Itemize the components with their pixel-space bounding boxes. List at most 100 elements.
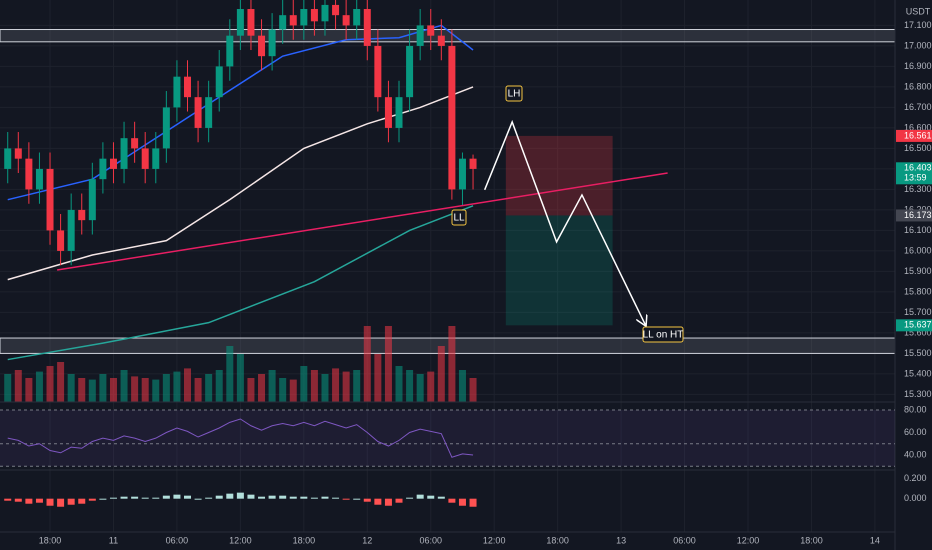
- volume-bar: [88, 379, 96, 402]
- candle-body: [247, 9, 255, 36]
- macd-tick-label: 0.200: [904, 473, 927, 483]
- volume-bar: [25, 378, 33, 402]
- volume-bar: [162, 374, 170, 402]
- volume-bar: [310, 370, 318, 402]
- macd-bar: [4, 498, 12, 501]
- candle-body: [384, 97, 392, 128]
- volume-bar: [437, 346, 445, 402]
- macd-bar: [342, 498, 350, 500]
- candle-body: [152, 148, 160, 169]
- macd-bar: [120, 496, 128, 499]
- candle-body: [353, 9, 361, 26]
- macd-bar: [247, 494, 255, 499]
- macd-bar: [226, 493, 234, 499]
- y-tick-label: 16.700: [904, 102, 932, 112]
- volume-bar: [384, 326, 392, 402]
- macd-bar: [363, 498, 371, 502]
- macd-bar: [353, 498, 361, 500]
- candle-body: [321, 4, 329, 22]
- volume-bar: [448, 326, 456, 402]
- volume-bar: [194, 378, 202, 402]
- candle-body: [236, 9, 244, 36]
- x-tick-label: 11: [109, 535, 118, 545]
- macd-bar: [374, 498, 382, 505]
- macd-tick-label: 0.000: [904, 493, 927, 503]
- volume-bar: [427, 371, 435, 402]
- projection: [483, 119, 646, 325]
- candle-body: [342, 15, 350, 26]
- rsi-band: [0, 409, 895, 467]
- candle-body: [310, 9, 318, 22]
- candle-body: [469, 158, 477, 169]
- volume-bar: [247, 378, 255, 402]
- macd-bar: [152, 497, 160, 499]
- macd-bar: [35, 498, 43, 503]
- volume-bar: [332, 368, 340, 402]
- candle-body: [279, 15, 287, 30]
- volume-bar: [109, 378, 117, 402]
- y-tick-label: 17.000: [904, 40, 932, 50]
- candle-body: [162, 107, 170, 149]
- zone: [0, 29, 895, 43]
- candle-body: [205, 97, 213, 128]
- x-tick-label: 18:00: [800, 535, 823, 545]
- macd-bar: [194, 498, 202, 500]
- candle-body: [67, 209, 75, 251]
- x-tick-label: 06:00: [166, 535, 189, 545]
- macd-bar: [25, 498, 33, 504]
- x-tick-label: 13: [616, 535, 626, 545]
- macd-bar: [46, 498, 54, 506]
- macd-bar: [131, 496, 139, 499]
- candle-body: [57, 230, 65, 251]
- candle-body: [458, 158, 466, 190]
- currency: USDT: [906, 6, 931, 16]
- price-label: [896, 129, 932, 142]
- volume-bar: [458, 370, 466, 402]
- candle-body: [448, 45, 456, 190]
- y-tick-label: 15.900: [904, 266, 932, 276]
- candle-body: [120, 138, 128, 169]
- macd-bar: [406, 497, 414, 499]
- volume-bar: [342, 371, 350, 402]
- macd-bar: [279, 495, 287, 499]
- candle-body: [416, 25, 424, 46]
- candle-body: [184, 76, 192, 98]
- candle-body: [35, 168, 43, 190]
- y-tick-label: 15.700: [904, 307, 932, 317]
- volume-bar: [184, 368, 192, 402]
- y-tick-label: 16.100: [904, 225, 932, 235]
- candle-body: [99, 158, 107, 180]
- moving-average: [7, 86, 474, 281]
- volume-bar: [374, 354, 382, 402]
- volume-bar: [353, 370, 361, 402]
- candle-body: [14, 148, 22, 159]
- y-tick-label: 16.200: [904, 204, 932, 214]
- y-tick-label: 16.900: [904, 61, 932, 71]
- volume-bar: [173, 371, 181, 402]
- candle-body: [300, 9, 308, 26]
- macd-bar: [236, 492, 244, 499]
- candle-body: [46, 168, 54, 231]
- macd-bar: [99, 498, 107, 500]
- macd-bar: [215, 495, 223, 499]
- countdown: 13:59: [904, 173, 927, 183]
- macd-bar: [258, 496, 266, 499]
- x-tick-label: 06:00: [419, 535, 442, 545]
- macd-bar: [416, 494, 424, 499]
- candle-body: [78, 209, 86, 221]
- macd-bar: [162, 495, 170, 499]
- price-label-text: 16.173: [904, 210, 932, 220]
- y-tick-label: 17.100: [904, 20, 932, 30]
- candle-body: [268, 29, 276, 57]
- volume-bar: [120, 370, 128, 402]
- candle-body: [4, 148, 12, 169]
- candle-body: [194, 97, 202, 128]
- candle-body: [406, 45, 414, 98]
- volume-bar: [35, 371, 43, 402]
- volume-bar: [215, 370, 223, 402]
- candle-body: [109, 158, 117, 169]
- macd-bar: [173, 494, 181, 499]
- macd-bar: [78, 498, 86, 504]
- x-tick-label: 12: [362, 535, 372, 545]
